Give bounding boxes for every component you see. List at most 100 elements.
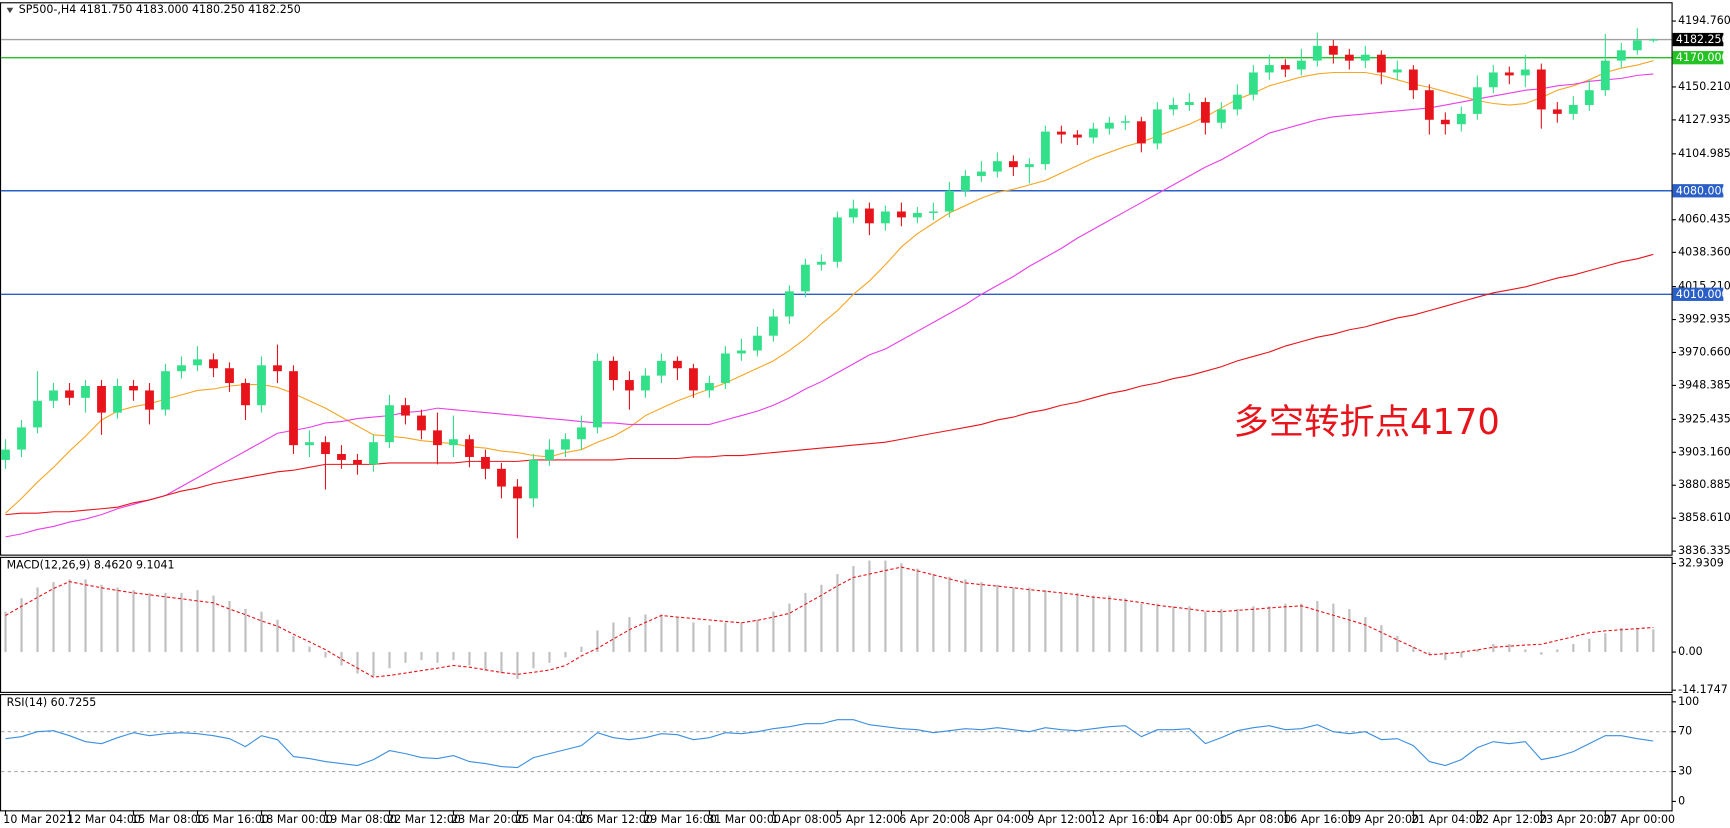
y-tick-label: 4127.935: [1678, 113, 1730, 126]
candle-body: [1584, 90, 1594, 105]
candle-body: [241, 383, 250, 406]
y-tick-label: 3880.885: [1678, 478, 1730, 491]
y-tick-label: 4194.760: [1678, 14, 1730, 27]
candle-body: [801, 264, 810, 292]
level-label: 4080.000: [1676, 184, 1729, 197]
candle-body: [1344, 54, 1354, 61]
y-tick-label: 3925.435: [1678, 412, 1730, 425]
candle-body: [1056, 131, 1066, 135]
x-tick-label: 19 Mar 08:00: [323, 813, 397, 826]
candle-body: [129, 385, 138, 391]
candle-body: [1360, 54, 1370, 61]
candle-body: [1168, 104, 1178, 110]
candle-body: [609, 360, 618, 381]
candle-body: [529, 459, 538, 499]
x-tick-label: 31 Mar 00:00: [707, 813, 781, 826]
candle-body: [1280, 65, 1290, 70]
candle-body: [1, 449, 10, 460]
candle-body: [896, 211, 906, 218]
candle-body: [849, 208, 858, 218]
candle-body: [1648, 39, 1658, 41]
y-tick-label: 3858.610: [1678, 511, 1730, 524]
candle-body: [545, 449, 554, 460]
x-tick-label: 23 Mar 20:00: [451, 813, 525, 826]
candle-body: [1488, 72, 1498, 88]
candle-body: [97, 385, 106, 413]
candle-body: [625, 380, 634, 391]
candle-body: [1296, 60, 1306, 70]
price-panel: [0, 2, 1673, 556]
candle-body: [1184, 102, 1194, 105]
macd-panel: [0, 556, 1673, 693]
x-tick-label: 22 Mar 12:00: [387, 813, 461, 826]
x-tick-label: 9 Apr 12:00: [1027, 813, 1092, 826]
candle-body: [737, 350, 746, 354]
candle-body: [465, 439, 474, 457]
candle-body: [769, 316, 778, 336]
symbol-icon: [6, 7, 14, 14]
x-tick-label: 27 Apr 00:00: [1603, 813, 1675, 826]
level-box: [1672, 184, 1724, 198]
candle-body: [593, 360, 602, 428]
candle-body: [1264, 65, 1274, 73]
y-tick-label: 0.00: [1678, 645, 1703, 658]
rsi-title: RSI(14) 60.7255: [7, 696, 97, 709]
candle-body: [433, 430, 442, 446]
x-tick-label: 15 Mar 08:00: [131, 813, 205, 826]
x-tick-label: 14 Apr 00:00: [1155, 813, 1227, 826]
candle-body: [1600, 60, 1610, 91]
candle-body: [449, 439, 458, 446]
level-label: 4182.250: [1676, 33, 1729, 46]
y-tick-label: 32.9309: [1678, 556, 1724, 569]
candle-body: [833, 217, 842, 262]
candle-body: [1312, 45, 1322, 61]
candle-body: [673, 360, 682, 369]
candle-body: [17, 427, 26, 450]
candle-body: [257, 365, 266, 406]
candle-body: [65, 390, 74, 398]
candle-body: [417, 415, 426, 431]
candle-body: [145, 390, 154, 410]
candle-body: [225, 368, 234, 384]
candle-body: [1008, 161, 1018, 168]
y-tick-label: -14.1747: [1678, 683, 1728, 696]
candle-body: [785, 291, 794, 317]
candle-body: [689, 368, 698, 391]
candle-body: [1424, 90, 1434, 120]
candle-body: [1024, 164, 1034, 168]
y-tick-label: 3992.935: [1678, 313, 1730, 326]
candle-body: [305, 442, 314, 446]
candle-body: [657, 360, 666, 376]
candle-body: [1520, 69, 1530, 76]
candle-body: [385, 405, 394, 443]
candle-body: [1616, 50, 1626, 61]
y-tick-label: 4060.435: [1678, 213, 1730, 226]
x-tick-label: 10 Mar 2021: [3, 813, 73, 826]
level-box: [1672, 32, 1724, 47]
x-tick-label: 29 Mar 16:00: [643, 813, 717, 826]
candle-body: [912, 212, 922, 218]
rsi-line: [5, 719, 1654, 769]
chart-title: SP500-,H4 4181.750 4183.000 4180.250 418…: [19, 3, 301, 16]
signal-line: [5, 566, 1654, 678]
candle-body: [1232, 94, 1242, 110]
candle-body: [1632, 40, 1642, 51]
candle-body: [1104, 122, 1114, 129]
x-tick-label: 6 Apr 20:00: [899, 813, 964, 826]
candle-body: [81, 385, 90, 398]
y-tick-label: 3903.160: [1678, 445, 1730, 458]
candle-body: [865, 208, 874, 224]
candle-body: [1440, 119, 1450, 125]
candle-body: [721, 353, 730, 384]
y-tick-label: 4104.985: [1678, 147, 1730, 160]
candle-body: [1568, 104, 1578, 114]
x-tick-label: 15 Apr 08:00: [1219, 813, 1291, 826]
candle-body: [817, 261, 826, 265]
candle-body: [513, 486, 522, 499]
candle-body: [992, 161, 1002, 172]
moving-average: [5, 60, 1654, 514]
rsi-panel: [0, 694, 1673, 812]
candle-body: [960, 175, 970, 191]
x-tick-label: 8 Apr 04:00: [963, 813, 1028, 826]
